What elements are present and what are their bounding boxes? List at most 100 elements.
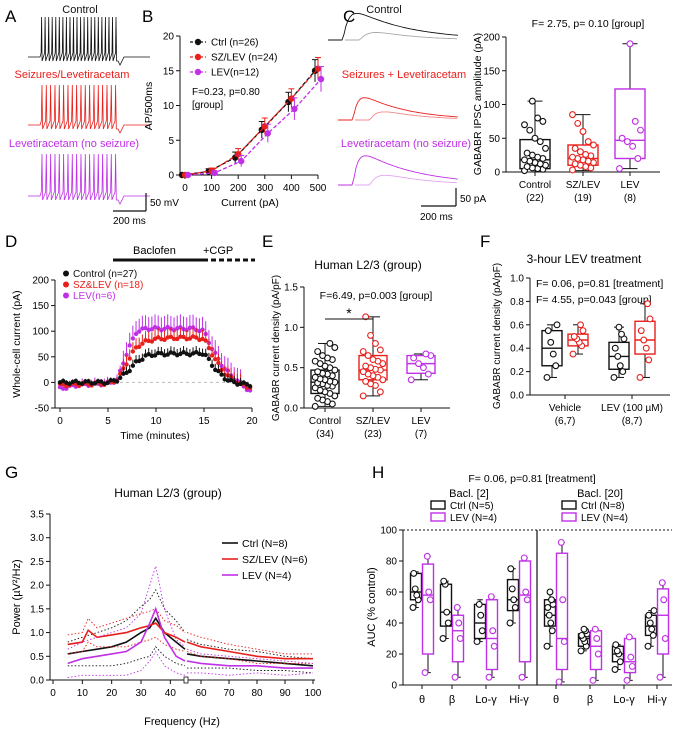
h-band-label: β — [587, 694, 593, 706]
g-sd-lower — [186, 651, 313, 664]
d-legend-marker — [63, 281, 69, 288]
f-box — [634, 320, 656, 355]
e-category-label: LEV — [412, 416, 431, 427]
f-y-tick-label: 0.2 — [510, 367, 524, 378]
d-point — [200, 327, 205, 332]
d-point — [247, 384, 253, 389]
h-point — [477, 611, 485, 619]
panel-c-traces: Control Seizures + Levetiracetam Levetir… — [328, 4, 486, 223]
c-trace-control-cgp — [345, 32, 458, 41]
f-point — [618, 330, 625, 338]
c-point — [576, 148, 584, 156]
c-point — [637, 126, 644, 134]
h-point — [593, 635, 601, 642]
c-point — [534, 114, 542, 122]
h-point — [523, 596, 531, 604]
h-point — [409, 604, 417, 611]
h-point — [439, 635, 447, 642]
h-point — [456, 635, 464, 642]
b-legend-label: LEV(n=12) — [211, 68, 259, 79]
b-x-tick-label: 400 — [283, 183, 300, 194]
e-point — [326, 340, 334, 347]
e-point — [311, 357, 319, 365]
e-point — [359, 392, 367, 400]
d-point — [181, 334, 186, 340]
e-point — [407, 376, 415, 384]
g-legend-label: LEV (N=4) — [242, 570, 291, 582]
h-point — [544, 604, 552, 611]
c-count-label: (19) — [574, 193, 592, 204]
e-point — [367, 331, 374, 339]
c-point — [590, 141, 597, 149]
f-y-label: GABABR current density (pA/pF) — [492, 263, 503, 409]
e-point — [364, 352, 372, 360]
e-box — [358, 354, 388, 381]
e-y-tick-label: 1.0 — [284, 323, 298, 334]
f-point — [615, 323, 623, 331]
h-band-label: θ — [419, 694, 425, 706]
e-point — [331, 344, 339, 351]
d-point — [60, 386, 66, 391]
f-title: 3-hour LEV treatment — [527, 252, 642, 266]
f-count-label: (8,7) — [622, 416, 643, 427]
d-legend-label: Control (n=27) — [73, 269, 137, 280]
h-legend-swatch — [561, 512, 577, 522]
e-point — [422, 350, 430, 358]
d-point — [165, 352, 170, 357]
b-legend-marker — [194, 68, 202, 76]
c-point — [523, 163, 531, 171]
h-point — [451, 673, 459, 681]
c-point — [629, 142, 637, 150]
d-point — [194, 335, 199, 340]
h-point — [440, 577, 448, 585]
d-x-tick-label: 5 — [105, 416, 111, 427]
d-point — [79, 381, 85, 386]
d-point — [178, 334, 183, 339]
h-point — [410, 569, 418, 577]
f-point — [544, 327, 552, 335]
a-label-control: Control — [62, 4, 97, 16]
b-y-tick-label: 20 — [163, 32, 175, 43]
f-y-tick-label: 0.6 — [510, 320, 524, 331]
h-stat: F= 0.06, p=0.81 [treatment] — [468, 473, 595, 485]
g-x-tick-label: 60 — [195, 688, 207, 699]
h-point — [557, 538, 565, 546]
f-point — [611, 344, 619, 352]
g-y-tick-label: 2.5 — [30, 557, 44, 568]
b-y-label: AP/500ms — [143, 82, 155, 130]
h-point — [594, 650, 602, 658]
d-point — [209, 363, 215, 368]
d-point — [86, 379, 91, 384]
f-point — [552, 362, 560, 370]
b-point — [235, 150, 242, 158]
h-block-title: Bacl. [2] — [449, 488, 489, 500]
c-point — [569, 111, 576, 119]
h-point — [645, 611, 653, 619]
h-point — [580, 625, 588, 633]
e-point — [376, 346, 384, 354]
g-mean-line — [186, 660, 313, 669]
c-point — [582, 151, 590, 158]
h-point — [489, 627, 497, 635]
g-legend-label: SZ/LEV (N=6) — [242, 554, 308, 566]
d-point — [228, 377, 234, 383]
panel-letter-c: C — [343, 7, 355, 26]
h-point — [507, 565, 515, 573]
d-point — [213, 356, 218, 362]
h-point — [490, 642, 498, 650]
c-count-label: (8) — [624, 193, 636, 204]
b-stat-group: [group] — [192, 100, 223, 111]
f-point — [577, 321, 584, 329]
c-stat: F= 2.75, p= 0.10 [group] — [532, 18, 645, 30]
d-point — [200, 352, 205, 357]
h-y-tick-label: 20 — [386, 650, 398, 661]
chart-e: Human L2/3 (group) F=6.49, p=0.003 [group… — [271, 258, 450, 440]
h-y-tick-label: 80 — [386, 557, 398, 568]
h-band-label: θ — [553, 694, 559, 706]
g-x-tick-label: 20 — [106, 688, 118, 699]
b-x-tick-label: 100 — [203, 183, 220, 194]
f-stat-group: F= 4.55, p=0.043 [group] — [536, 294, 652, 306]
a-label-lev: Levetiracetam (no seizure) — [9, 138, 139, 150]
c-count-label: (22) — [526, 193, 544, 204]
